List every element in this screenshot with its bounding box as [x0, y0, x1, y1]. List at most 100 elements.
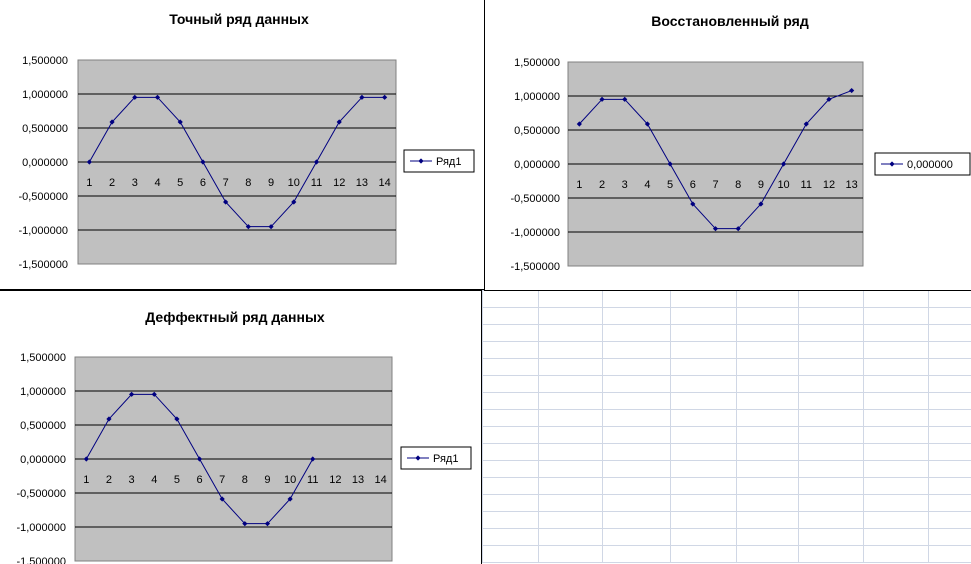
- y-tick-label: -0,500000: [18, 191, 68, 203]
- chart-defective-series[interactable]: Деффектный ряд данных 1,500000 1,000000 0,…: [0, 290, 482, 564]
- sheet-gridline-row: [482, 307, 971, 308]
- sheet-gridline-row: [482, 528, 971, 529]
- sheet-gridline-row: [482, 494, 971, 495]
- series-marker: [151, 391, 157, 397]
- series-marker: [310, 456, 316, 462]
- x-tick-label: 14: [379, 177, 391, 189]
- series-marker: [177, 119, 183, 125]
- x-tick-label: 1: [576, 179, 582, 191]
- series-marker: [83, 456, 89, 462]
- x-tick-label: 3: [129, 474, 135, 486]
- x-tick-label: 1: [83, 474, 89, 486]
- x-tick-label: 13: [356, 177, 368, 189]
- sheet-gridline-row: [482, 443, 971, 444]
- series-marker: [196, 456, 203, 462]
- series-marker: [245, 224, 251, 230]
- x-tick-label: 7: [219, 474, 225, 486]
- x-tick-label: 11: [307, 474, 318, 486]
- series-marker: [359, 94, 365, 100]
- x-tick-label: 10: [284, 474, 296, 486]
- x-tick-label: 4: [154, 177, 160, 189]
- sheet-gridline-row: [482, 392, 971, 393]
- sheet-gridline-row: [482, 511, 971, 512]
- chart-title: Восстановленный ряд: [651, 13, 809, 29]
- x-tick-label: 7: [223, 177, 229, 189]
- series-marker: [336, 119, 342, 125]
- x-tick-label: 2: [109, 177, 115, 189]
- sheet-gridline-row: [482, 409, 971, 410]
- legend-marker: [418, 158, 424, 164]
- series-marker: [132, 94, 138, 100]
- series-marker: [712, 226, 719, 232]
- x-tick-label: 1: [86, 177, 92, 189]
- y-tick-label: -1,500000: [16, 556, 66, 564]
- legend-label: 0,000000: [907, 159, 953, 171]
- x-tick-label: 10: [288, 177, 300, 189]
- series-marker: [382, 94, 388, 100]
- x-tick-label: 13: [846, 179, 858, 191]
- sheet-gridline-row: [482, 426, 971, 427]
- y-tick-label: -0,500000: [16, 488, 66, 500]
- chart-title: Точный ряд данных: [169, 11, 309, 27]
- y-tick-label: 1,500000: [22, 55, 68, 67]
- series-marker: [287, 496, 293, 502]
- legend-box: [874, 152, 971, 176]
- chart-title: Деффектный ряд данных: [145, 309, 325, 325]
- series-marker: [174, 416, 180, 422]
- y-tick-label: 1,000000: [20, 386, 66, 398]
- x-tick-label: 2: [106, 474, 112, 486]
- sheet-gridline-row: [482, 341, 971, 342]
- x-tick-label: 12: [823, 179, 835, 191]
- y-tick-label: 0,500000: [22, 123, 68, 135]
- y-tick-label: 1,500000: [20, 352, 66, 364]
- y-tick-label: -1,500000: [510, 261, 560, 273]
- series-marker: [313, 159, 320, 165]
- chart-svg: Деффектный ряд данных 1,500000 1,000000 0,…: [16, 309, 472, 564]
- series-marker: [223, 199, 229, 205]
- x-tick-label: 7: [712, 179, 718, 191]
- series-marker: [109, 119, 115, 125]
- sheet-gridline-row: [482, 477, 971, 478]
- y-tick-label: -1,500000: [18, 259, 68, 271]
- series-marker: [735, 226, 741, 232]
- legend-box: [403, 149, 475, 173]
- x-tick-label: 5: [174, 474, 180, 486]
- x-tick-label: 11: [311, 177, 322, 189]
- y-tick-label: -1,000000: [18, 225, 68, 237]
- x-tick-label: 3: [132, 177, 138, 189]
- legend-box: [400, 446, 472, 470]
- y-tick-label: -0,500000: [510, 193, 560, 205]
- y-tick-label: 0,000000: [22, 157, 68, 169]
- spreadsheet-cells[interactable]: [482, 290, 971, 563]
- x-tick-label: 9: [268, 177, 274, 189]
- series-marker: [154, 94, 161, 100]
- chart-svg: Восстановленный ряд 1,500000 1,000000 0,50…: [510, 13, 971, 273]
- chart-restored-series[interactable]: Восстановленный ряд 1,500000 1,000000 0,50…: [484, 0, 971, 291]
- series-marker: [200, 159, 206, 165]
- x-tick-label: 2: [599, 179, 605, 191]
- y-tick-label: -1,000000: [16, 522, 66, 534]
- series-marker: [780, 161, 787, 167]
- series-marker: [599, 96, 605, 102]
- sheet-gridline-row: [482, 460, 971, 461]
- y-tick-label: 1,000000: [22, 89, 68, 101]
- x-tick-label: 11: [801, 179, 812, 191]
- sheet-gridline-row: [482, 375, 971, 376]
- series-line: [88, 96, 385, 228]
- x-tick-label: 9: [264, 474, 270, 486]
- series-marker: [622, 96, 628, 102]
- x-tick-label: 5: [667, 179, 673, 191]
- x-tick-label: 8: [242, 474, 248, 486]
- chart-svg: Точный ряд данных 1,500000 1,000000 0,5000…: [18, 11, 475, 271]
- y-tick-label: 0,500000: [514, 125, 560, 137]
- series-marker: [758, 201, 764, 207]
- series-marker: [826, 96, 832, 102]
- x-tick-label: 12: [329, 474, 341, 486]
- x-tick-label: 5: [177, 177, 183, 189]
- x-tick-label: 10: [777, 179, 789, 191]
- x-tick-label: 8: [245, 177, 251, 189]
- series-marker: [264, 521, 271, 527]
- chart-exact-series[interactable]: Точный ряд данных 1,500000 1,000000 0,5000…: [0, 0, 485, 290]
- series-marker: [803, 121, 809, 127]
- sheet-gridline-row: [482, 358, 971, 359]
